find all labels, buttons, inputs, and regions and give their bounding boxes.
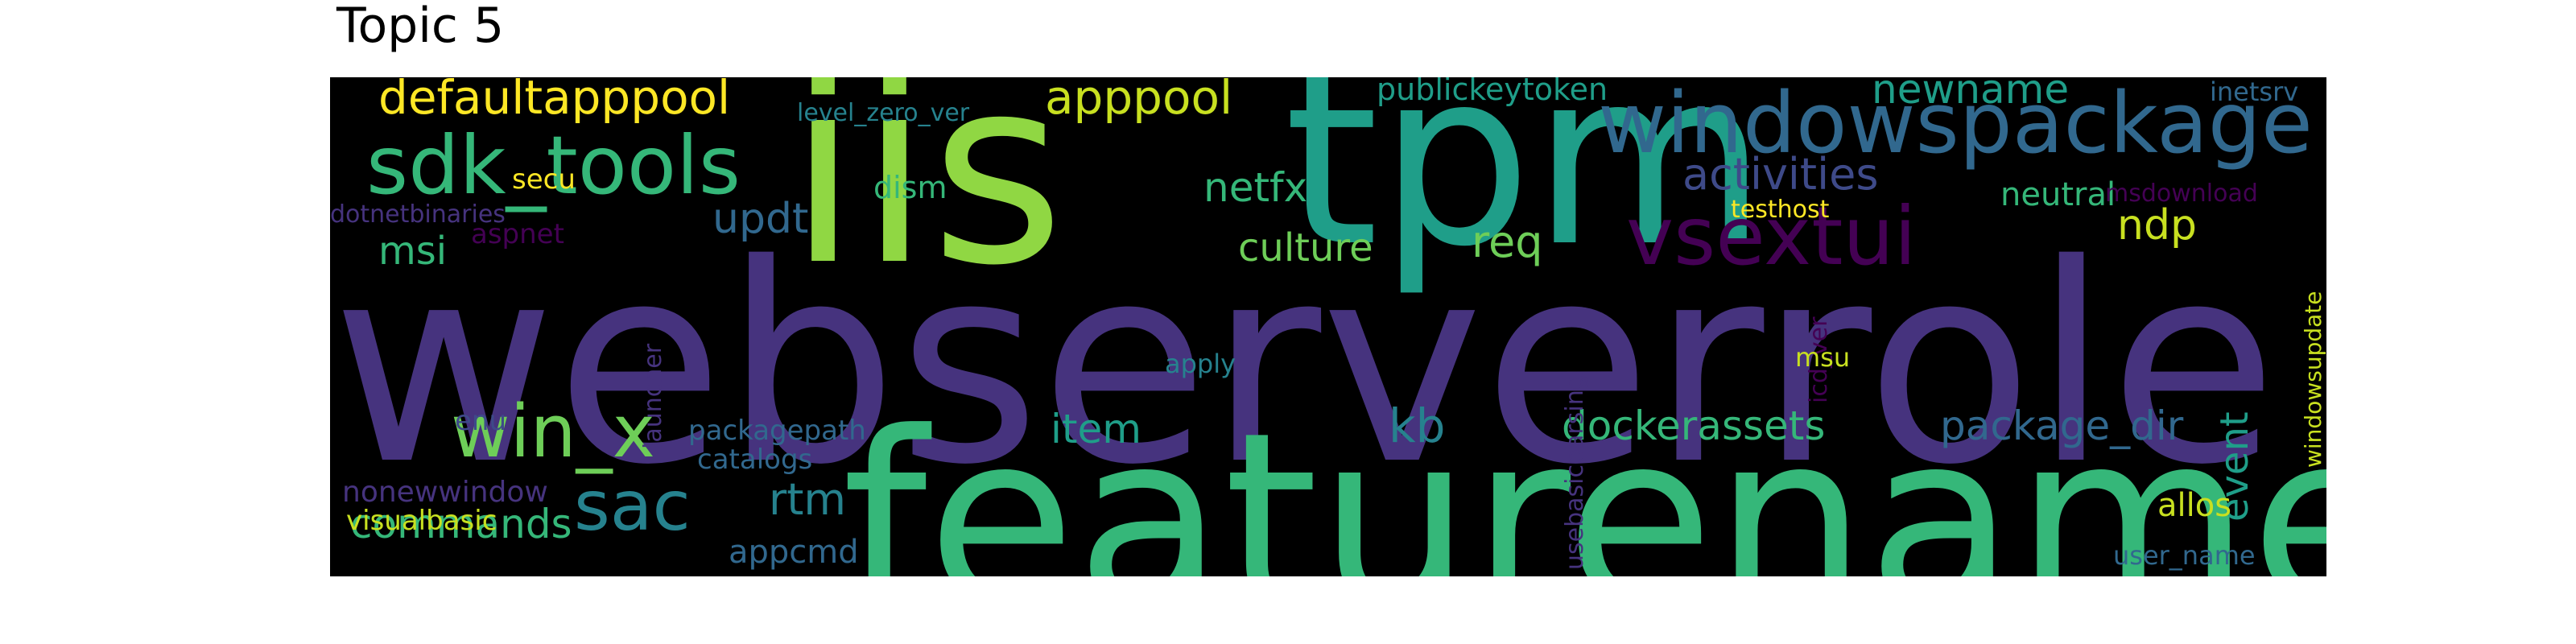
word-commands: commands (350, 501, 572, 547)
word-level_zero_ver: level_zero_ver (797, 99, 970, 127)
word-allos: allos (2157, 487, 2232, 524)
word-defaultapppool: defaultapppool (378, 77, 731, 125)
word-sac: sac (574, 466, 691, 547)
word-msi: msi (378, 229, 448, 274)
word-launcher: launcher (639, 343, 667, 449)
word-dotnetbinaries: dotnetbinaries (330, 200, 506, 229)
word-newname: newname (1872, 77, 2070, 113)
word-neutral: neutral (2000, 176, 2116, 213)
word-windowspackage: windowspackage (1598, 77, 2313, 172)
word-publickeytoken: publickeytoken (1377, 77, 1608, 107)
word-netfx: netfx (1203, 164, 1308, 211)
word-sdk_tools: sdk_tools (366, 118, 741, 213)
word-culture: culture (1238, 225, 1373, 270)
word-aspnet: aspnet (471, 218, 564, 250)
word-webserverrole: webserverrole (332, 206, 2278, 525)
word-dockerassets: dockerassets (1562, 402, 1826, 449)
word-apppool: apppool (1045, 77, 1233, 125)
word-secu: secu (512, 163, 576, 196)
word-msdownload: msdownload (2105, 180, 2258, 208)
word-featurename: featurename (842, 381, 2326, 577)
word-testhost: testhost (1731, 196, 1830, 224)
word-inetsrv: inetsrv (2210, 77, 2299, 107)
word-kb: kb (1389, 398, 1446, 453)
word-dism: dism (873, 170, 947, 205)
word-rtm: rtm (769, 474, 846, 525)
word-enu: enu (455, 405, 507, 437)
word-apply: apply (1165, 349, 1236, 379)
word-appcmd: appcmd (729, 534, 859, 571)
word-win_x: win_x (451, 390, 655, 474)
word-updt: updt (712, 195, 809, 243)
word-req: req (1472, 217, 1543, 267)
word-catalogs: catalogs (697, 444, 813, 476)
word-msu: msu (1795, 342, 1851, 373)
word-iis: iis (787, 77, 1065, 322)
word-packagepath: packagepath (688, 415, 866, 447)
word-usebasicparsing: usebasicparsing (1561, 374, 1589, 570)
word-item: item (1051, 406, 1141, 452)
word-ndp: ndp (2117, 201, 2197, 250)
figure-title: Topic 5 (336, 0, 505, 54)
word-visualbasic: visualbasic (346, 505, 497, 537)
word-package_dir: package_dir (1940, 402, 2184, 449)
word-windowsupdate: windowsupdate (2300, 291, 2326, 468)
word-vsextui: vsextui (1626, 189, 1917, 283)
word-cloud-canvas: webserverrole featurename iis tpm windowspac… (330, 77, 2326, 576)
word-user_name: user_name (2113, 540, 2256, 571)
word-nonewwindow: nonewwindow (342, 476, 548, 509)
word-activities: activities (1682, 149, 1879, 200)
word-tpm: tpm (1284, 77, 1768, 299)
